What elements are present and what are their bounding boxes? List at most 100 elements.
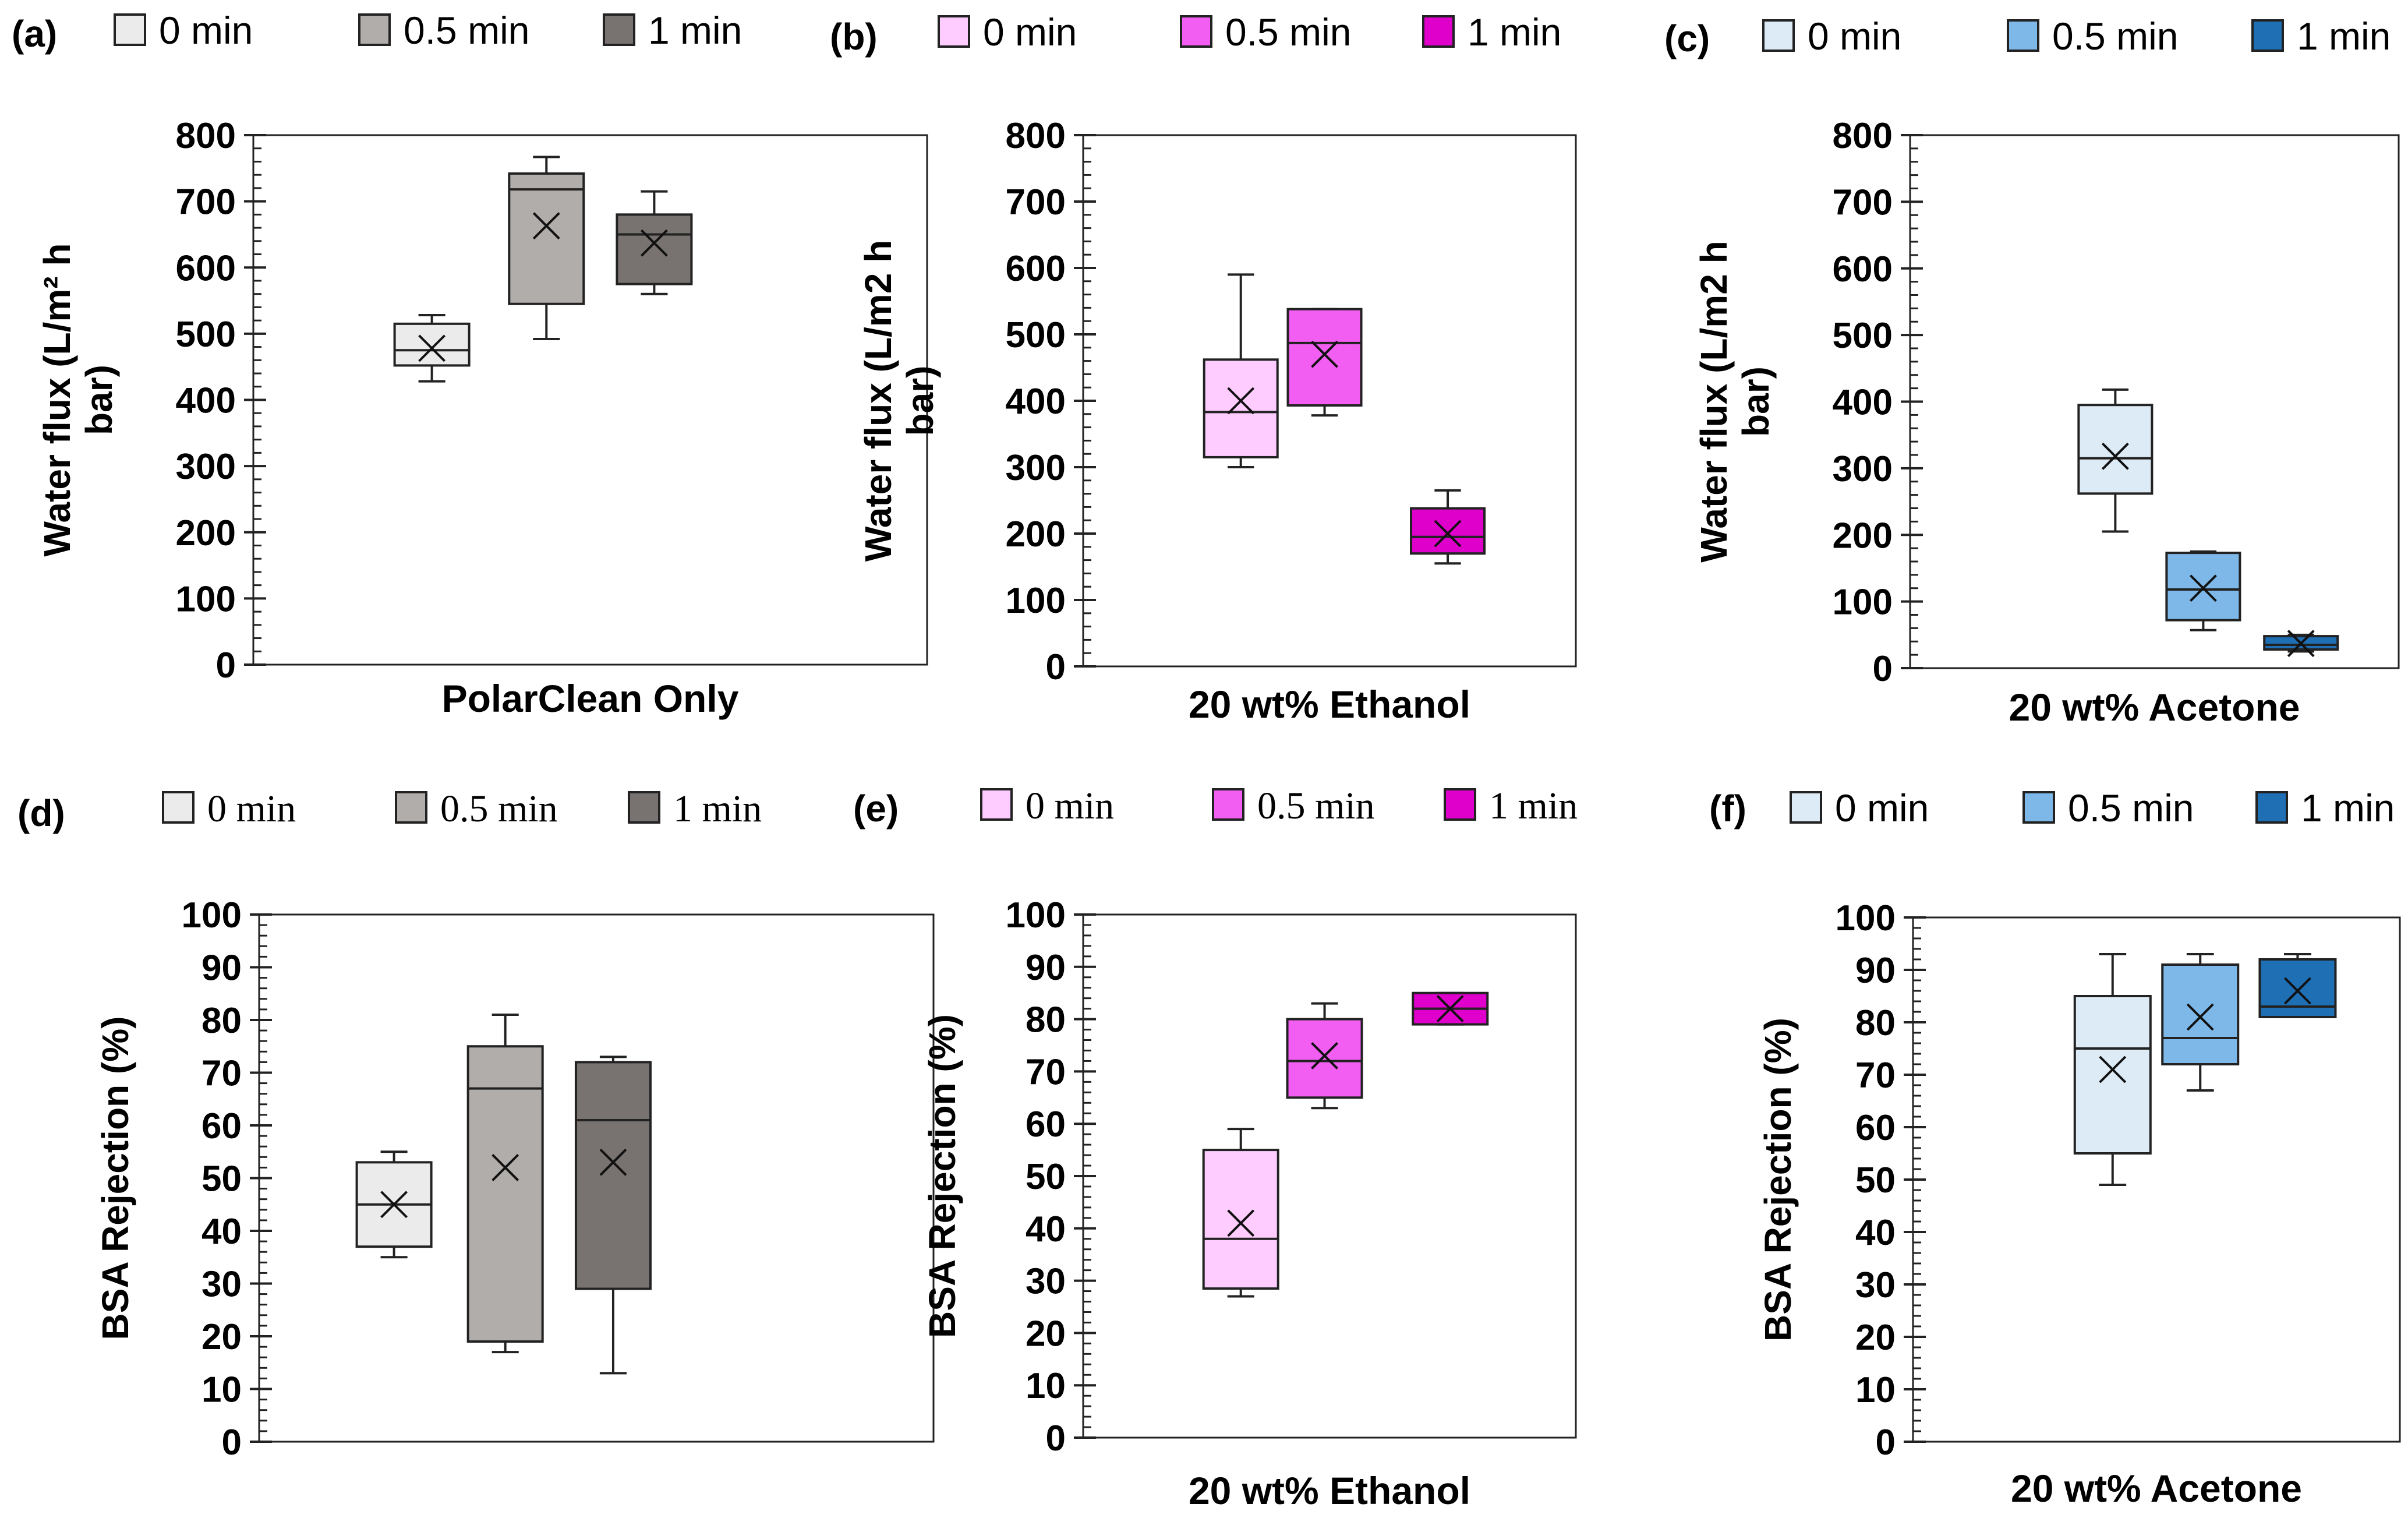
legend-swatch-2 (395, 791, 427, 824)
y-tick-label: 60 (1026, 1104, 1066, 1145)
box-3 (1410, 489, 1486, 565)
iqr-box (616, 213, 693, 285)
y-tick-label: 600 (176, 248, 236, 288)
legend-label-3: 1 min (2301, 786, 2395, 829)
mean-marker (2189, 574, 2217, 602)
y-tick-label: 90 (1026, 948, 1066, 988)
iqr-box (2165, 552, 2241, 622)
y-tick-label: 700 (176, 182, 236, 223)
x-axis-title: PolarClean Only (442, 677, 739, 720)
legend-swatch-2 (1180, 15, 1212, 48)
legend-label-1: 0 min (1835, 786, 1929, 829)
y-tick-label: 200 (176, 513, 236, 553)
box-2 (1286, 308, 1363, 417)
y-tick-label: 200 (1006, 514, 1066, 555)
mean-marker (380, 1191, 408, 1219)
box-3 (574, 1056, 652, 1375)
legend-swatch-3 (603, 13, 635, 46)
plot-area (252, 134, 928, 666)
chart-panel-4: (d) 0 min 0.5 min 1 min 0 10 20 30 40 50 60 70 80 90 1… (17, 788, 935, 1463)
iqr-box (1410, 507, 1486, 555)
legend-label-2: 0.5 min (404, 9, 529, 52)
legend-label-3: 1 min (673, 788, 762, 830)
y-tick-label: 80 (201, 1001, 242, 1041)
y-tick-label: 70 (1855, 1056, 1896, 1096)
y-tick-label: 80 (1855, 1003, 1896, 1043)
y-tick-label: 300 (1833, 449, 1893, 489)
box-1 (2077, 388, 2154, 533)
y-tick-label: 100 (1006, 895, 1066, 936)
y-tick-label: 100 (182, 895, 242, 936)
y-tick-label: 40 (1855, 1213, 1896, 1253)
box-1 (2073, 953, 2152, 1186)
panel-label: (b) (830, 16, 878, 58)
mean-marker (1311, 340, 1338, 368)
y-tick-label: 50 (201, 1159, 242, 1199)
y-tick-label: 800 (1833, 116, 1893, 156)
y-tick-label: 500 (1006, 315, 1066, 355)
iqr-box (508, 172, 585, 305)
iqr-box (1203, 358, 1279, 458)
y-tick-label: 10 (201, 1370, 242, 1410)
x-axis-title: 20 wt% Acetone (2009, 686, 2300, 729)
box-3 (616, 190, 693, 295)
y-tick-label: 40 (201, 1212, 242, 1252)
mean-marker (532, 212, 560, 240)
y-axis-title: bar) (899, 366, 941, 436)
y-tick-label: 0 (1873, 649, 1893, 689)
mean-marker (2284, 977, 2311, 1005)
plot-area (1082, 913, 1577, 1439)
plot-area (1909, 134, 2400, 669)
y-axis-title: BSA Rejection (%) (94, 1016, 136, 1340)
box-3 (2263, 630, 2339, 658)
legend-swatch-2 (2007, 19, 2039, 52)
box-2 (2165, 550, 2241, 631)
y-tick-label: 500 (1833, 316, 1893, 356)
iqr-box (1202, 1149, 1279, 1290)
iqr-box (1286, 1018, 1363, 1099)
legend-swatch-3 (1444, 788, 1476, 821)
iqr-box (574, 1061, 652, 1290)
legend-swatch-3 (2251, 19, 2284, 52)
chart-panel-1: (a) 0 min 0.5 min 1 min 0 100 200 300 400 500 600 7… (12, 9, 928, 720)
mean-marker (1311, 1042, 1338, 1069)
legend-swatch-1 (162, 791, 195, 824)
y-tick-label: 400 (176, 381, 236, 421)
legend-label-2: 0.5 min (1225, 10, 1351, 54)
y-tick-label: 50 (1855, 1160, 1896, 1201)
mean-marker (2101, 442, 2129, 470)
mean-marker (2287, 630, 2315, 658)
y-tick-label: 400 (1833, 383, 1893, 423)
y-tick-label: 800 (1006, 116, 1066, 156)
y-tick-label: 60 (201, 1106, 242, 1146)
mean-marker (1227, 387, 1255, 415)
mean-marker (1227, 1209, 1255, 1237)
legend-label-3: 1 min (1468, 10, 1561, 54)
y-axis-title: Water flux (L/m2 h (1693, 241, 1735, 562)
y-tick-label: 70 (1026, 1052, 1066, 1092)
legend-label-1: 0 min (159, 9, 253, 52)
box-1 (1202, 1128, 1279, 1298)
y-axis-title: bar) (1735, 366, 1777, 437)
x-axis-title: 20 wt% Ethanol (1189, 1469, 1470, 1512)
y-tick-label: 20 (1026, 1314, 1066, 1354)
panel-label: (a) (12, 13, 57, 55)
y-tick-label: 0 (216, 645, 236, 686)
legend-label-2: 0.5 min (440, 788, 558, 830)
y-tick-label: 0 (1046, 647, 1066, 687)
mean-marker (491, 1153, 519, 1181)
legend-label-3: 1 min (2297, 15, 2391, 58)
legend-swatch-1 (938, 15, 970, 48)
legend-swatch-1 (1790, 791, 1822, 824)
panel-label: (c) (1664, 17, 1710, 59)
y-axis-title: bar) (78, 365, 120, 435)
x-axis-title: 20 wt% Acetone (2011, 1467, 2302, 1510)
legend-label-3: 1 min (648, 9, 742, 52)
iqr-box (393, 322, 471, 367)
chart-panel-6: (f) 0 min 0.5 min 1 min 0 10 20 30 40 50 60 70 80 90 1… (1709, 786, 2401, 1510)
y-tick-label: 20 (1855, 1318, 1896, 1358)
iqr-box (2161, 963, 2240, 1065)
box-3 (1412, 991, 1489, 1026)
box-3 (2258, 953, 2337, 1018)
